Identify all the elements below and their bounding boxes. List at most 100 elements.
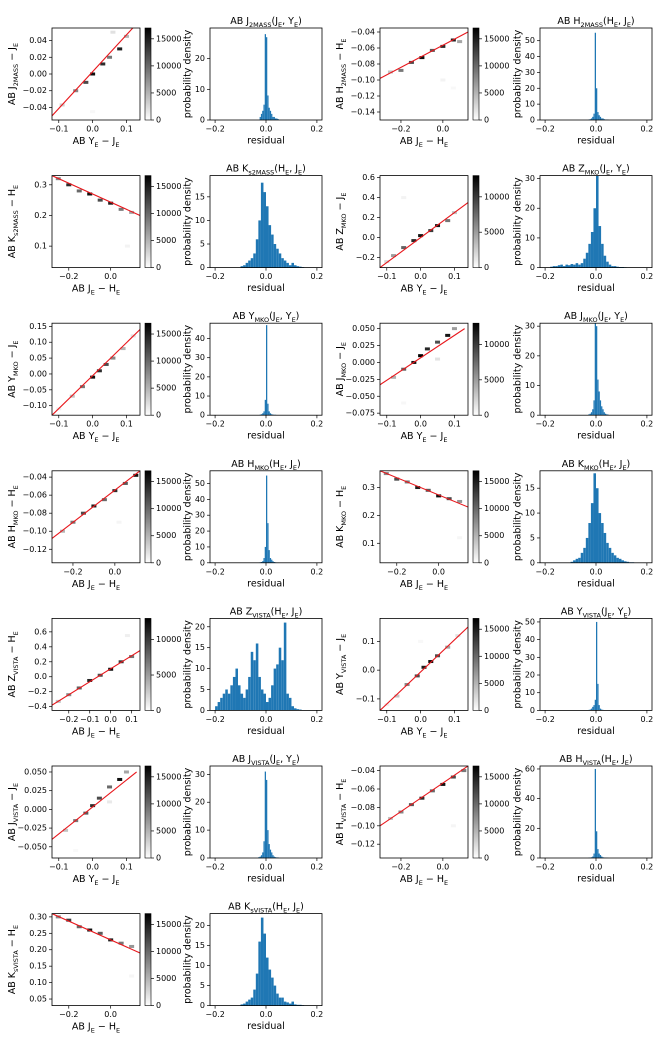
bar (272, 117, 273, 120)
fit-line (52, 330, 140, 416)
x-axis-label: residual (247, 874, 285, 885)
x-tick-label: 0.2 (311, 715, 324, 724)
plot-area (380, 471, 468, 539)
y-axis-label-part: VISTA (12, 803, 20, 822)
x-tick-label: −0.1 (377, 715, 396, 724)
chart-title: AB Ks2MASS(HE, JE) (226, 163, 306, 177)
y-tick-label: 5 (530, 533, 535, 542)
bar (220, 698, 223, 711)
colorbar (473, 176, 479, 268)
plot-area (52, 176, 140, 248)
y-axis-label-part: − H (7, 929, 18, 950)
x-axis-label: AB JE − HE (400, 578, 448, 592)
bar (602, 409, 603, 415)
fit-line (380, 329, 465, 385)
colorbar-tick-label: 5000 (156, 88, 176, 97)
chart-title-part: (H (599, 458, 610, 469)
colorbar (473, 766, 479, 858)
bar (265, 400, 266, 415)
colorbar-tick-label: 0 (484, 263, 489, 272)
y-axis-label: probability density (513, 472, 524, 561)
x-tick-label: 0.1 (125, 715, 138, 724)
x-axis-label: AB JE − HE (72, 726, 120, 740)
x-tick-label: 0.2 (311, 863, 324, 872)
y-axis-label: AB HMKO − HE (7, 485, 21, 548)
chart-title-part: , Y (280, 754, 292, 765)
fit-line (52, 772, 137, 839)
bar (267, 523, 268, 563)
y-tick-label: −0.025 (17, 824, 47, 833)
y-tick-label: 0.4 (34, 642, 47, 651)
y-tick-label: 30 (525, 174, 535, 183)
bar (246, 689, 249, 710)
bar (593, 114, 594, 120)
y-tick-label: 0.20 (29, 945, 47, 954)
plot-area (380, 327, 465, 404)
chart-title-part: , J (286, 606, 295, 617)
x-axis-label-part: AB Y (401, 726, 423, 737)
y-axis-label: probability density (183, 620, 194, 709)
bar (571, 264, 574, 268)
colorbar-tick-label: 0 (156, 854, 161, 863)
chart-title-part: VISTA (583, 611, 602, 619)
y-tick-label: 40 (195, 334, 205, 343)
x-tick-label: 0.2 (641, 272, 654, 281)
bar (248, 1000, 251, 1006)
bar (606, 262, 609, 268)
y-tick-label: 0.1 (362, 539, 375, 548)
bar (601, 523, 604, 563)
plot-area (52, 634, 140, 705)
bar (595, 33, 596, 120)
chart-title-part: AB H (231, 458, 254, 469)
x-axis-label-part: − H (423, 136, 444, 147)
bar (253, 990, 256, 1006)
bar (269, 411, 270, 415)
bar (279, 253, 282, 267)
bar (597, 380, 598, 416)
bar (599, 226, 602, 268)
x-axis-label: AB JE − HE (400, 136, 448, 150)
x-axis-label: residual (247, 136, 285, 147)
chart-title-part: , Y (280, 311, 292, 322)
bar (258, 220, 261, 267)
y-tick-label: −0.050 (345, 392, 375, 401)
y-tick-label: 0 (530, 116, 535, 125)
x-tick-label: −0.2 (535, 567, 554, 576)
chart-title-part: , J (614, 458, 623, 469)
bar (271, 685, 274, 710)
x-tick-label: 0.0 (260, 715, 273, 724)
colorbar (145, 618, 151, 710)
cell (125, 245, 130, 248)
bar (595, 769, 596, 858)
y-tick-label: 10 (525, 100, 535, 109)
y-tick-label: 0 (200, 558, 205, 567)
chart-title-part: AB K (226, 163, 249, 174)
x-axis-label: AB YE − JE (73, 136, 120, 150)
y-tick-label: 10 (525, 509, 535, 518)
colorbar-tick-label: 10000 (484, 652, 509, 661)
cell (435, 341, 440, 344)
bar (266, 37, 267, 120)
y-axis-label-part: E (340, 193, 348, 197)
chart-title-part: VISTA (251, 759, 270, 767)
y-axis-label-part: − J (335, 197, 346, 214)
bar (596, 488, 599, 563)
chart-title-part: , J (616, 754, 625, 765)
bar (265, 34, 266, 120)
axes-frame (380, 28, 468, 120)
bar (258, 677, 261, 710)
chart-title-part: ) (300, 901, 304, 912)
y-tick-label: −0.08 (22, 509, 47, 518)
x-axis-label-part: − J (427, 726, 444, 737)
bar (592, 409, 593, 415)
colorbar-tick-label: 10000 (156, 947, 181, 956)
x-axis-label: AB JE − HE (72, 578, 120, 592)
y-axis-label-part: s2MASS (12, 210, 20, 236)
y-tick-label: 5 (200, 981, 205, 990)
